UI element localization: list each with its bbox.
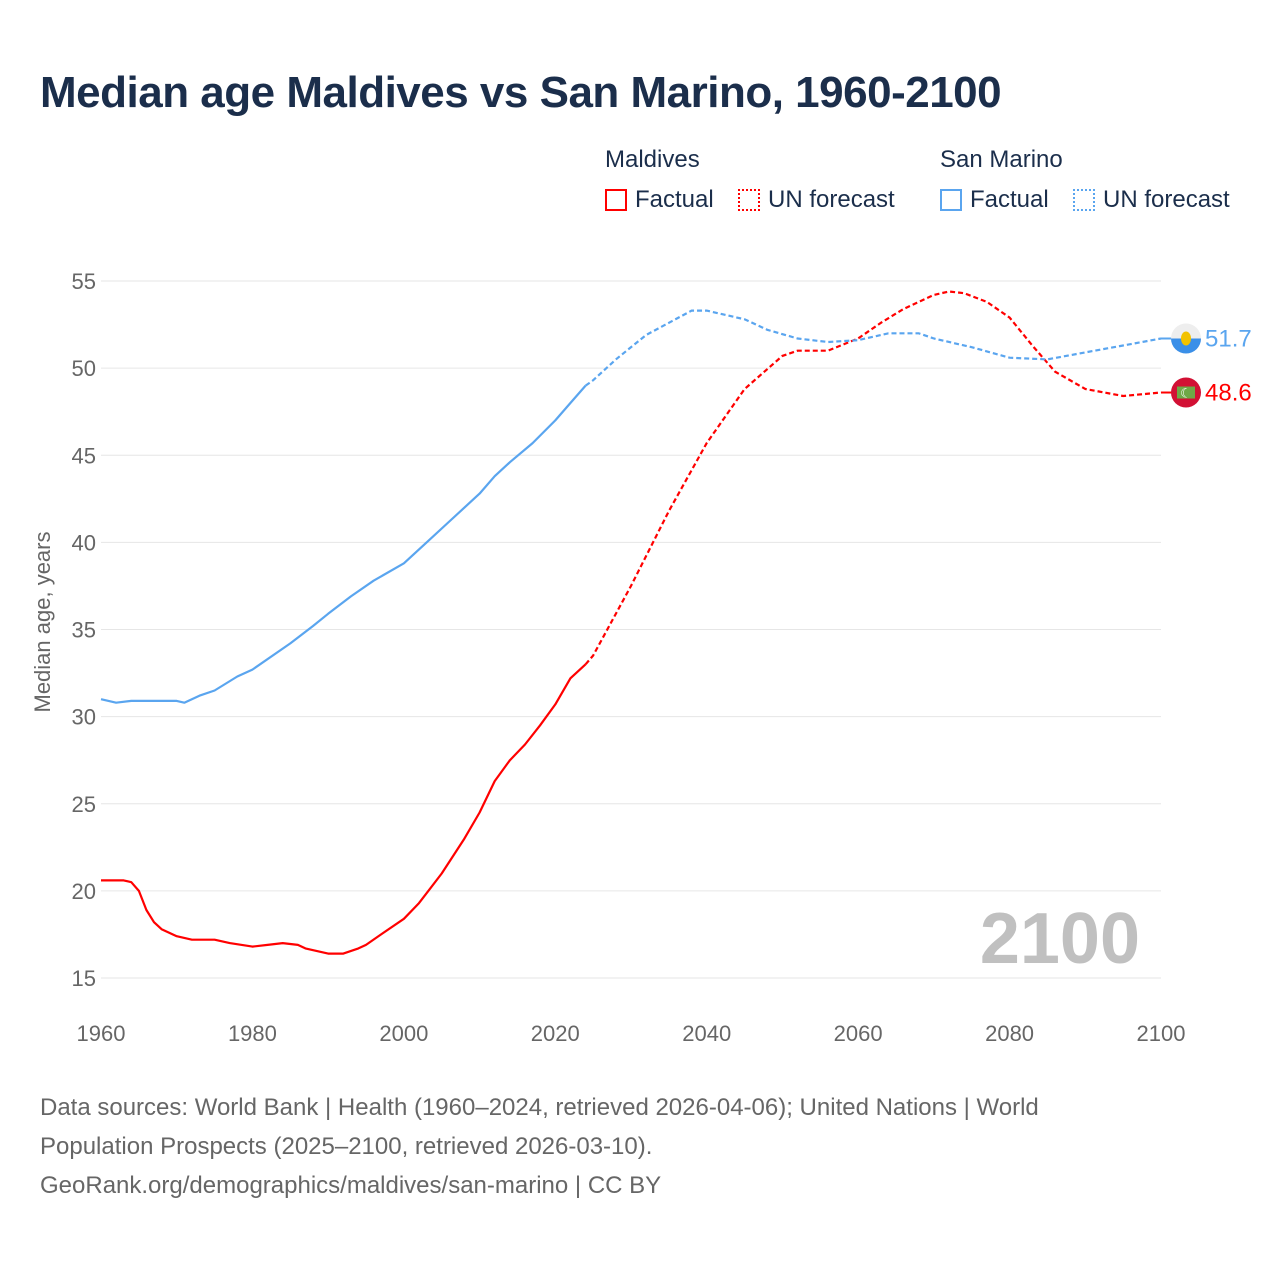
legend-san-marino-factual[interactable]: Factual bbox=[940, 186, 1049, 214]
legend-group-maldives: Maldives bbox=[605, 146, 700, 173]
y-tick-label: 30 bbox=[72, 705, 96, 730]
x-tick-label: 1980 bbox=[228, 1021, 277, 1046]
x-tick-label: 2080 bbox=[985, 1021, 1034, 1046]
line-san-marino-forecast bbox=[584, 309, 1162, 387]
legend-label: UN forecast bbox=[768, 186, 895, 213]
legend-group-san-marino: San Marino bbox=[940, 146, 1063, 173]
line-san-marino-factual bbox=[100, 384, 587, 704]
y-tick-label: 50 bbox=[72, 356, 96, 381]
legend-swatch bbox=[738, 189, 760, 211]
chart-title: Median age Maldives vs San Marino, 1960-… bbox=[40, 68, 1002, 117]
x-tick-label: 2040 bbox=[682, 1021, 731, 1046]
x-tick-label: 2100 bbox=[1137, 1021, 1186, 1046]
source-line: Population Prospects (2025–2100, retriev… bbox=[40, 1133, 653, 1160]
crescent-icon: ☾ bbox=[1180, 386, 1192, 401]
end-value-label: 48.6 bbox=[1205, 380, 1252, 407]
legend-maldives-forecast[interactable]: UN forecast bbox=[738, 186, 895, 214]
legend-label: Factual bbox=[970, 186, 1049, 213]
legend-swatch bbox=[605, 189, 627, 211]
legend-san-marino-forecast[interactable]: UN forecast bbox=[1073, 186, 1230, 214]
line-maldives-factual bbox=[101, 663, 587, 955]
y-tick-label: 45 bbox=[72, 443, 96, 468]
end-value-label: 51.7 bbox=[1205, 326, 1252, 353]
x-tick-label: 2020 bbox=[531, 1021, 580, 1046]
plot-area: 15 20 25 30 35 40 45 50 55 1960 1980 2000 2020 2040 20… bbox=[30, 269, 1252, 1046]
y-axis-label: Median age, years bbox=[30, 532, 55, 713]
legend-swatch bbox=[1073, 189, 1095, 211]
y-tick-label: 55 bbox=[72, 269, 96, 294]
x-tick-label: 1960 bbox=[77, 1021, 126, 1046]
source-line: Data sources: World Bank | Health (1960–… bbox=[40, 1094, 1039, 1121]
legend-swatch bbox=[940, 189, 962, 211]
y-tick-label: 25 bbox=[72, 792, 96, 817]
data-sources: Data sources: World Bank | Health (1960–… bbox=[40, 1088, 1240, 1205]
year-watermark: 2100 bbox=[980, 899, 1140, 979]
y-tick-label: 35 bbox=[72, 618, 96, 643]
y-tick-label: 40 bbox=[72, 530, 96, 555]
line-maldives-forecast bbox=[584, 290, 1162, 666]
maldives-flag-icon-center bbox=[1177, 386, 1195, 399]
legend-label: Factual bbox=[635, 186, 714, 213]
san-marino-flag-icon-lower bbox=[1171, 338, 1201, 354]
y-tick-label: 15 bbox=[72, 966, 96, 991]
legend-label: UN forecast bbox=[1103, 186, 1230, 213]
legend-maldives-factual[interactable]: Factual bbox=[605, 186, 714, 214]
coat-of-arms-icon bbox=[1181, 331, 1191, 346]
x-tick-label: 2060 bbox=[834, 1021, 883, 1046]
y-tick-label: 20 bbox=[72, 879, 96, 904]
x-tick-label: 2000 bbox=[379, 1021, 428, 1046]
source-link[interactable]: GeoRank.org/demographics/maldives/san-ma… bbox=[40, 1172, 662, 1199]
